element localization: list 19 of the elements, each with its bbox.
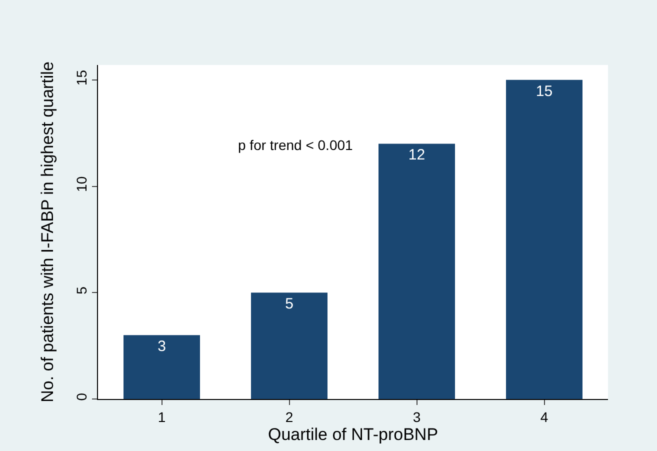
data-label: 15 xyxy=(536,82,553,100)
bar xyxy=(506,80,582,399)
y-tick-label: 0 xyxy=(73,392,90,401)
x-axis-title: Quartile of NT-proBNP xyxy=(268,424,438,444)
x-tick-label: 1 xyxy=(158,408,166,425)
y-tick-label: 15 xyxy=(73,70,90,86)
x-tick-label: 3 xyxy=(412,408,421,425)
annotation: p for trend < 0.001 xyxy=(238,137,354,153)
bar xyxy=(378,144,455,399)
bar xyxy=(251,292,328,399)
data-label: 3 xyxy=(158,338,166,356)
x-tick-label: 4 xyxy=(540,408,548,425)
data-label: 12 xyxy=(408,146,426,164)
data-label: 5 xyxy=(285,296,294,313)
x-tick-label: 2 xyxy=(285,408,294,425)
bar xyxy=(124,335,200,399)
y-axis-title: No. of patients with I-FABP in highest quartile xyxy=(38,62,57,402)
y-tick-label: 5 xyxy=(73,286,90,294)
y-tick-label: 10 xyxy=(73,176,90,192)
